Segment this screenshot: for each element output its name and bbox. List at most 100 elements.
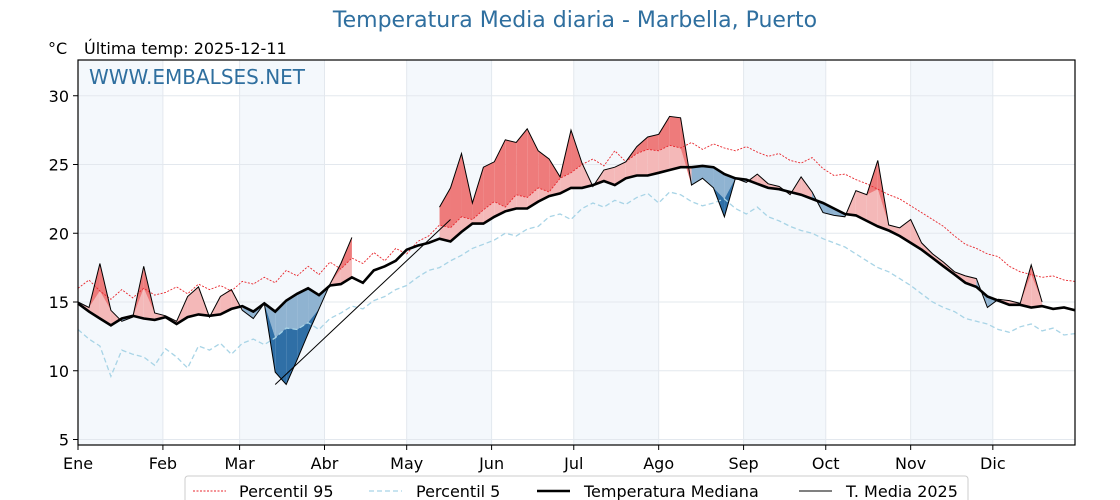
month-bands — [78, 60, 993, 445]
fill-below-p5 — [275, 328, 287, 385]
fill-above-median — [658, 145, 670, 173]
fill-above-median — [1031, 274, 1043, 308]
fill-above-median — [1020, 274, 1032, 308]
fill-above-p95 — [439, 187, 451, 228]
fill-above-p95 — [461, 153, 473, 220]
fill-above-p95 — [571, 130, 582, 173]
fill-above-median — [220, 291, 232, 315]
x-tick-label-oct: Oct — [812, 454, 840, 473]
x-tick-label-mar: Mar — [225, 454, 256, 473]
fill-above-median — [329, 269, 341, 286]
watermark: WWW.EMBALSES.NET — [89, 65, 306, 89]
legend-box — [184, 475, 969, 500]
fill-above-median — [88, 291, 100, 319]
fill-below-median — [724, 174, 736, 199]
fill-below-median — [702, 165, 714, 188]
y-tick-label: 10 — [49, 362, 69, 381]
fill-above-median — [910, 219, 922, 250]
fill-below-median — [713, 167, 725, 199]
fill-below-median — [297, 288, 309, 330]
fill-above-p95 — [450, 153, 462, 228]
fill-above-p95 — [505, 139, 517, 208]
x-tick-label-abr: Abr — [311, 454, 339, 473]
fill-above-median — [647, 149, 659, 176]
x-tick-label-ago: Ago — [643, 454, 674, 473]
legend-current-year-label: T. Media 2025 — [845, 482, 958, 500]
fill-above-p95 — [669, 116, 681, 148]
y-tick-label: 25 — [49, 156, 69, 175]
fill-above-median — [571, 164, 582, 188]
fill-below-median — [987, 296, 999, 308]
y-tick-label: 15 — [49, 293, 69, 312]
x-tick-label-jul: Jul — [563, 454, 583, 473]
chart-title: Temperatura Media diaria - Marbella, Pue… — [332, 8, 818, 33]
fill-above-median — [921, 242, 933, 258]
fill-above-median — [636, 149, 648, 176]
legend-median-label: Temperatura Mediana — [583, 482, 759, 500]
x-tick-label-ene: Ene — [63, 454, 93, 473]
fill-above-median — [505, 194, 517, 212]
percentile-95-line — [77, 141, 1076, 300]
legend-percentile-95-label: Percentil 95 — [239, 482, 334, 500]
y-unit-label: °C — [48, 39, 68, 58]
current-year-line — [77, 115, 1043, 386]
month-band-may — [406, 60, 492, 445]
x-tick-label-sep: Sep — [729, 454, 759, 473]
fill-above-median — [461, 216, 473, 232]
legend-percentile-5-label: Percentil 5 — [416, 482, 500, 500]
legend: Percentil 95 Percentil 5 Temperatura Media… — [184, 475, 969, 500]
x-tick-label-nov: Nov — [895, 454, 926, 473]
axes: 5 10 15 20 25 30 Ene Feb Mar Abr May Jun Jul Ago Sep Oc… — [49, 87, 1006, 473]
month-band-ene — [78, 60, 163, 445]
fill-above-median — [439, 225, 451, 242]
y-tick-label: 30 — [49, 87, 69, 106]
anomaly-fills — [78, 116, 1043, 385]
fill-above-median — [866, 189, 878, 227]
month-band-nov — [910, 60, 993, 445]
fill-below-median — [286, 293, 298, 330]
fill-above-median — [965, 275, 977, 287]
plot-frame — [77, 59, 1076, 446]
month-band-mar — [239, 60, 325, 445]
fill-above-median — [132, 288, 144, 319]
fill-above-median — [801, 176, 813, 199]
fill-above-median — [516, 194, 528, 209]
x-tick-label-may: May — [390, 454, 423, 473]
fill-above-median — [538, 187, 550, 202]
x-tick-label-feb: Feb — [149, 454, 177, 473]
y-tick-label: 5 — [59, 431, 69, 450]
fill-below-p5 — [297, 322, 309, 360]
fill-above-median — [877, 189, 889, 231]
fill-below-median — [308, 288, 320, 323]
fill-above-median — [855, 190, 867, 221]
fill-above-p95 — [340, 237, 352, 269]
month-band-jul — [573, 60, 659, 445]
fill-above-median — [581, 164, 593, 188]
fill-above-median — [669, 145, 681, 170]
fill-above-median — [472, 209, 484, 224]
fill-above-p95 — [483, 161, 495, 210]
fill-above-p95 — [549, 159, 561, 192]
fill-above-median — [143, 288, 155, 320]
fill-below-median — [823, 203, 834, 216]
current-year-gap-line — [274, 219, 451, 385]
y-tick-label: 20 — [49, 224, 69, 243]
fill-above-p95 — [538, 150, 550, 192]
fill-above-p95 — [647, 134, 659, 151]
month-band-sep — [743, 60, 826, 445]
last-temp-label: Última temp: 2025-12-11 — [84, 39, 287, 58]
fill-above-p95 — [472, 167, 484, 220]
fill-below-median — [242, 306, 254, 319]
fill-below-median — [691, 165, 703, 186]
fill-above-p95 — [636, 137, 648, 154]
fill-above-median — [110, 310, 122, 326]
x-tick-label-jun: Jun — [478, 454, 504, 473]
fill-above-median — [549, 178, 561, 197]
fill-above-median — [494, 201, 506, 217]
fill-above-p95 — [658, 116, 670, 151]
fill-above-p95 — [516, 128, 528, 198]
median-line — [77, 164, 1076, 327]
fill-above-median — [99, 291, 111, 326]
fill-above-median — [450, 216, 462, 242]
